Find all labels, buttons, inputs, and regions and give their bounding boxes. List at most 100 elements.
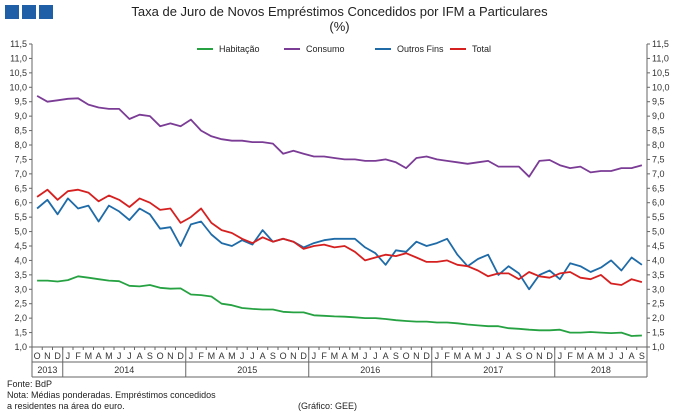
y-tick-label-left: 6,0 <box>14 198 27 208</box>
x-tick-label: A <box>588 351 594 361</box>
x-tick-label: S <box>393 351 399 361</box>
x-tick-label: D <box>546 351 553 361</box>
y-tick-label-right: 7,5 <box>652 154 665 164</box>
y-tick-label-left: 10,0 <box>9 82 27 92</box>
chart-credit: (Gráfico: GEE) <box>298 401 358 411</box>
year-label: 2017 <box>483 365 503 375</box>
x-tick-label: F <box>567 351 573 361</box>
x-tick-label: S <box>516 351 522 361</box>
logo-square <box>5 5 19 19</box>
logo-square <box>22 5 36 19</box>
x-tick-label: J <box>117 351 122 361</box>
source-note: Fonte: BdP <box>7 379 53 389</box>
y-tick-label-right: 4,5 <box>652 241 665 251</box>
y-tick-label-right: 11,0 <box>652 53 669 63</box>
y-tick-label-right: 3,0 <box>652 284 665 294</box>
footnotes: Fonte: BdP Nota: Médias ponderadas. Empr… <box>7 379 216 412</box>
x-tick-label: A <box>260 351 266 361</box>
x-tick-label: F <box>75 351 81 361</box>
y-tick-label-right: 2,0 <box>652 313 665 323</box>
year-label: 2016 <box>360 365 380 375</box>
y-tick-label-left: 1,0 <box>14 342 27 352</box>
x-tick-label: D <box>177 351 184 361</box>
x-tick-label: M <box>228 351 236 361</box>
x-tick-label: F <box>444 351 450 361</box>
legend-swatch <box>197 48 213 50</box>
y-tick-label-right: 10,5 <box>652 68 670 78</box>
y-tick-label-left: 1,5 <box>14 328 27 338</box>
x-tick-label: A <box>629 351 635 361</box>
x-tick-label: M <box>577 351 585 361</box>
y-tick-label-right: 5,5 <box>652 212 665 222</box>
legend-label: Consumo <box>306 44 345 54</box>
x-tick-label: N <box>44 351 51 361</box>
y-tick-label-right: 9,0 <box>652 111 665 121</box>
y-tick-label-left: 3,5 <box>14 270 27 280</box>
x-tick-label: J <box>619 351 624 361</box>
y-tick-label-left: 5,0 <box>14 227 27 237</box>
y-tick-label-left: 8,5 <box>14 126 27 136</box>
y-tick-label-left: 4,0 <box>14 255 27 265</box>
method-note-line2: a residentes na área do euro. <box>7 401 125 411</box>
y-tick-label-left: 11,0 <box>10 53 27 63</box>
x-tick-label: M <box>85 351 93 361</box>
x-tick-label: O <box>526 351 533 361</box>
x-tick-label: S <box>147 351 153 361</box>
x-tick-label: M <box>597 351 605 361</box>
x-tick-label: J <box>66 351 71 361</box>
x-tick-label: J <box>373 351 378 361</box>
year-label: 2014 <box>114 365 134 375</box>
legend-label: Total <box>472 44 492 54</box>
y-tick-label-right: 2,5 <box>652 299 665 309</box>
x-tick-label: A <box>96 351 102 361</box>
year-label: 2018 <box>591 365 611 375</box>
x-tick-label: J <box>127 351 132 361</box>
chart-title-line1: Taxa de Juro de Novos Empréstimos Conced… <box>131 4 548 19</box>
x-tick-label: O <box>403 351 410 361</box>
x-tick-label: A <box>137 351 143 361</box>
y-tick-label-right: 10,0 <box>652 82 670 92</box>
legend-item: Consumo <box>284 44 345 54</box>
y-tick-label-left: 2,0 <box>14 313 27 323</box>
y-tick-label-right: 1,5 <box>652 328 665 338</box>
x-tick-label: N <box>413 351 420 361</box>
bdp-logo-icon <box>5 5 53 19</box>
chart-title: Taxa de Juro de Novos Empréstimos Conced… <box>0 4 679 34</box>
x-tick-label: M <box>454 351 462 361</box>
x-tick-label: M <box>208 351 216 361</box>
legend-swatch <box>284 48 300 50</box>
legend-item: Total <box>450 44 491 54</box>
x-tick-label: N <box>167 351 174 361</box>
x-tick-label: S <box>270 351 276 361</box>
legend-swatch <box>450 48 466 50</box>
x-tick-label: S <box>639 351 645 361</box>
y-tick-label-left: 9,0 <box>14 111 27 121</box>
x-tick-label: J <box>250 351 255 361</box>
x-tick-label: O <box>157 351 164 361</box>
x-tick-label: D <box>54 351 61 361</box>
chart-title-line2: (%) <box>329 19 350 34</box>
x-tick-label: M <box>105 351 113 361</box>
x-tick-label: J <box>312 351 317 361</box>
y-tick-label-left: 11,5 <box>10 39 27 49</box>
y-tick-label-left: 5,5 <box>14 212 27 222</box>
x-tick-label: J <box>189 351 194 361</box>
y-tick-label-left: 7,5 <box>14 154 27 164</box>
x-tick-label: N <box>536 351 543 361</box>
x-tick-label: J <box>558 351 563 361</box>
x-tick-label: F <box>321 351 327 361</box>
legend-item: Outros Fins <box>375 44 444 54</box>
x-tick-label: D <box>423 351 430 361</box>
y-tick-label-right: 3,5 <box>652 270 665 280</box>
year-label: 2013 <box>37 365 57 375</box>
x-tick-label: A <box>219 351 225 361</box>
y-tick-label-right: 11,5 <box>652 39 669 49</box>
x-tick-label: J <box>435 351 440 361</box>
chart-legend: Habitação Consumo Outros Fins Total <box>0 44 679 58</box>
x-tick-label: M <box>474 351 482 361</box>
series-line-habita-o <box>37 275 642 337</box>
x-tick-label: D <box>300 351 307 361</box>
y-tick-label-right: 7,0 <box>652 169 665 179</box>
x-tick-label: J <box>609 351 614 361</box>
